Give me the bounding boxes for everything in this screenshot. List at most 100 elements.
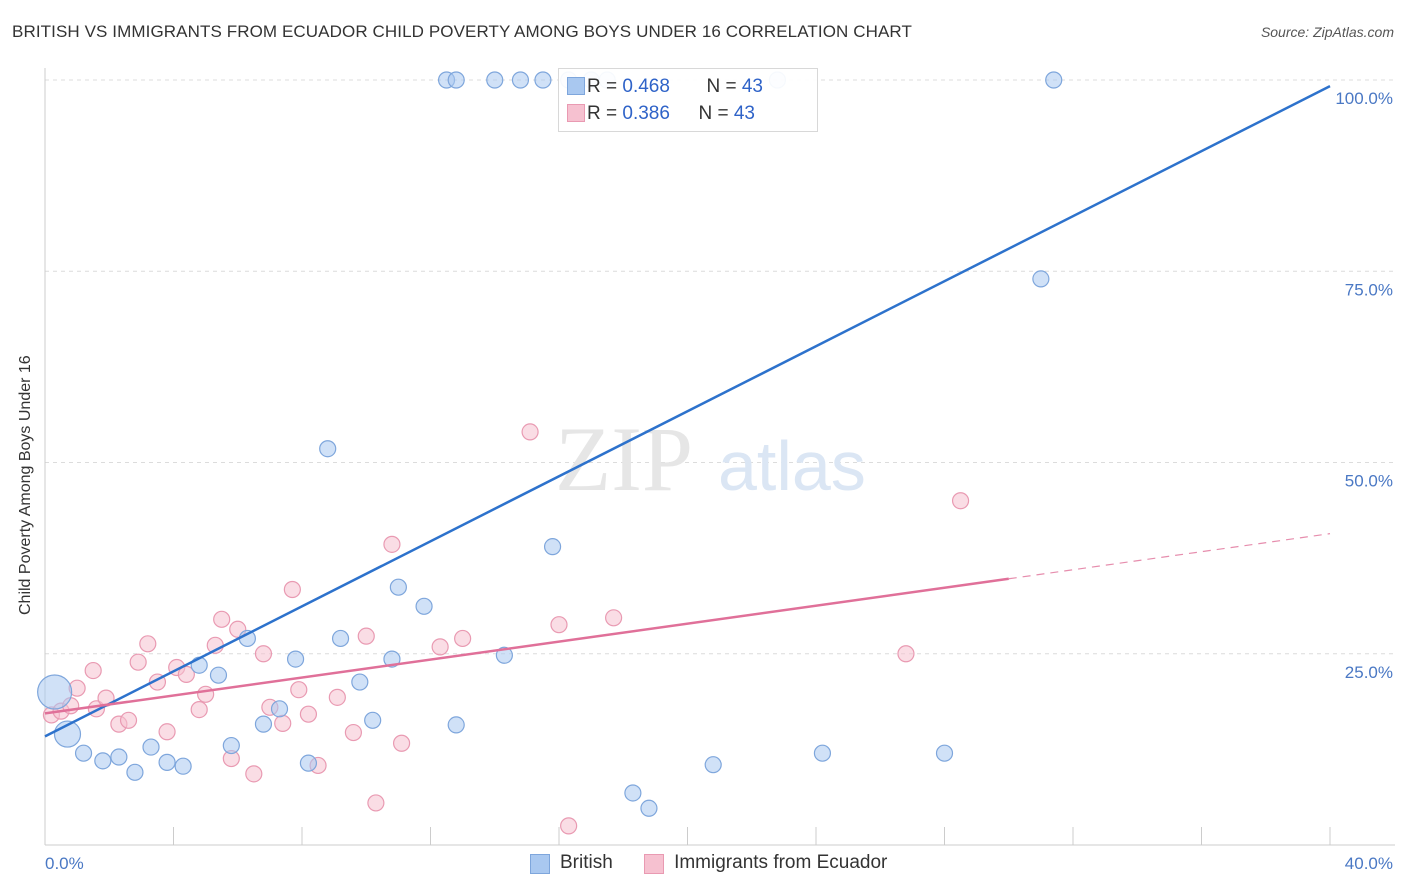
ecuador-point	[139, 635, 157, 653]
british-point	[94, 752, 112, 770]
watermark: ZIP atlas	[555, 408, 866, 510]
stats-box: R = 0.468 N = 43 R = 0.386 N = 43	[558, 68, 818, 132]
british-point	[126, 763, 144, 781]
british-point	[1032, 270, 1050, 288]
ecuador-point	[197, 685, 215, 703]
stats-row-ecuador: R = 0.386 N = 43	[567, 103, 755, 125]
british-point	[110, 748, 128, 766]
ecuador-point	[392, 734, 411, 752]
chart-title: BRITISH VS IMMIGRANTS FROM ECUADOR CHILD…	[12, 22, 912, 41]
british-point	[174, 757, 192, 775]
british-n-value: 43	[741, 76, 763, 97]
legend-british-swatch	[530, 854, 550, 874]
ecuador-point	[254, 645, 273, 663]
ecuador-point	[357, 627, 375, 645]
ecuador-point	[245, 765, 263, 783]
ecuador-r-value: 0.386	[622, 103, 670, 124]
ecuador-point	[177, 665, 195, 684]
british-point	[286, 650, 305, 668]
gridlines	[45, 79, 1395, 655]
stats-row-british: R = 0.468 N = 43	[567, 76, 763, 98]
british-point	[624, 784, 642, 802]
ecuador-swatch	[567, 104, 585, 122]
british-point	[37, 674, 73, 710]
ecuador-point	[605, 609, 623, 627]
ecuador-point	[158, 723, 176, 741]
british-point	[389, 578, 407, 596]
ecuador-point	[431, 638, 449, 656]
british-r-label: R =	[587, 76, 623, 97]
british-point	[813, 744, 832, 762]
british-point	[254, 715, 273, 733]
british-point	[415, 597, 433, 615]
ecuador-point	[283, 580, 301, 599]
y-tick-label: 75.0%	[1345, 280, 1393, 299]
british-point	[534, 71, 552, 89]
ecuador-regression-extension	[1008, 533, 1331, 580]
british-point	[447, 716, 465, 734]
british-point	[486, 71, 504, 89]
ecuador-point	[344, 723, 362, 742]
ecuador-point	[213, 610, 231, 628]
ecuador-point	[951, 492, 970, 510]
ecuador-point	[299, 705, 318, 723]
ecuador-point	[84, 661, 102, 680]
british-point	[299, 754, 318, 772]
british-point	[704, 756, 722, 774]
ecuador-point	[383, 535, 401, 553]
x-tick-label: 40.0%	[1345, 854, 1393, 873]
british-point	[495, 646, 513, 664]
british-point	[935, 744, 954, 762]
ecuador-point	[897, 645, 915, 663]
british-regression-line	[44, 85, 1331, 738]
ecuador-point	[367, 794, 385, 812]
british-point	[319, 440, 337, 458]
british-point	[222, 736, 240, 755]
data-points	[37, 71, 1063, 835]
ecuador-point	[521, 423, 539, 441]
legend-british-label: British	[560, 852, 613, 873]
ecuador-point	[550, 616, 568, 634]
ecuador-point	[560, 817, 578, 835]
british-point	[364, 711, 382, 729]
legend-ecuador-swatch	[644, 854, 665, 874]
legend: British Immigrants from Ecuador	[530, 852, 913, 874]
british-n-label: N =	[706, 76, 742, 97]
legend-item-british[interactable]: British	[530, 852, 613, 874]
british-point	[209, 666, 228, 684]
british-point	[1045, 71, 1063, 89]
british-point	[447, 71, 465, 89]
ecuador-n-value: 43	[733, 103, 755, 124]
y-tick-label: 25.0%	[1345, 663, 1393, 682]
british-point	[270, 700, 289, 718]
ecuador-n-label: N =	[698, 103, 734, 124]
x-tick-label: 0.0%	[45, 854, 84, 873]
ecuador-r-label: R =	[587, 103, 623, 124]
y-tick-label: 50.0%	[1345, 472, 1393, 491]
ecuador-regression-line	[44, 577, 1009, 715]
legend-item-ecuador[interactable]: Immigrants from Ecuador	[644, 852, 887, 874]
british-point	[640, 799, 658, 817]
ecuador-point	[190, 700, 208, 719]
regression-lines	[44, 85, 1331, 738]
british-point	[351, 673, 369, 691]
british-point	[142, 738, 160, 756]
ecuador-point	[119, 711, 138, 729]
british-point	[158, 753, 176, 771]
british-point	[511, 71, 530, 89]
legend-ecuador-label: Immigrants from Ecuador	[674, 852, 888, 873]
source-label: Source: ZipAtlas.com	[1260, 24, 1394, 40]
tick-labels: 25.0% 50.0% 75.0% 100.0% 0.0% 40.0%	[45, 89, 1393, 873]
british-point	[543, 538, 562, 556]
ecuador-point	[290, 681, 308, 699]
watermark-atlas: atlas	[718, 427, 866, 505]
y-tick-label: 100.0%	[1335, 89, 1393, 108]
watermark-zip: ZIP	[555, 408, 693, 510]
ecuador-point	[454, 629, 472, 648]
ecuador-point	[274, 714, 292, 732]
ecuador-point	[328, 688, 346, 706]
british-point	[331, 629, 350, 648]
british-swatch	[567, 77, 585, 95]
british-point	[383, 650, 401, 668]
